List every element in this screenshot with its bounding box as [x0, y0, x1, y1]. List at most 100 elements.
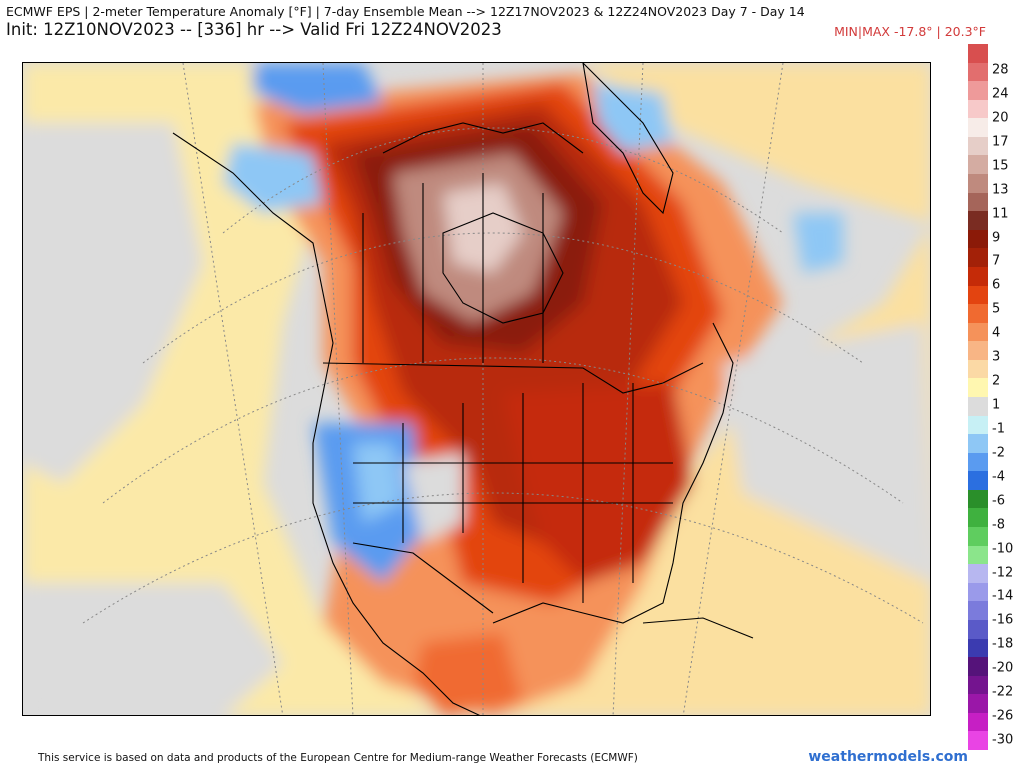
parallel-line — [222, 127, 784, 234]
parallel-line — [82, 492, 924, 624]
brand-link[interactable]: weathermodels.com — [808, 749, 968, 765]
color-swatch — [968, 545, 988, 565]
color-scale-label: 20 — [992, 110, 1009, 126]
north-america-coast — [172, 132, 481, 715]
color-scale-label: 28 — [992, 62, 1009, 78]
atlantic-neutral — [723, 323, 930, 583]
parallel-line — [142, 232, 864, 364]
color-swatch — [968, 266, 988, 286]
color-scale-label: 5 — [992, 301, 1001, 317]
alaska-cool — [223, 143, 323, 213]
meridian-line — [612, 63, 644, 715]
color-scale-label: 24 — [992, 86, 1009, 102]
greenland-cool — [593, 83, 673, 153]
color-swatch — [968, 489, 988, 509]
color-swatch — [968, 694, 988, 713]
color-swatch — [968, 174, 988, 193]
color-swatch — [968, 657, 988, 676]
province-lines — [362, 173, 544, 363]
color-scale-label: -10 — [992, 541, 1014, 557]
min-max-readout: MIN|MAX -17.8° | 20.3°F — [834, 24, 986, 39]
color-scale-label: -18 — [992, 636, 1014, 652]
meridian-line — [322, 63, 354, 715]
color-swatch — [968, 155, 988, 175]
color-scale-label: -14 — [992, 588, 1014, 604]
color-scale-label: -12 — [992, 565, 1014, 580]
color-scale-label: 1 — [992, 397, 1001, 413]
color-scale-labels: 28 24 20 17 15 13 11 9 7 6 5 4 3 2 1 -1 -2 -4 -6 -8 -10 -12 -1… — [988, 44, 1024, 750]
color-scale-label: -16 — [992, 612, 1014, 628]
cuba-outline — [642, 617, 754, 639]
color-scale-label: 4 — [992, 325, 1001, 341]
color-scale-label: -26 — [992, 708, 1014, 724]
great-basin-neutral — [403, 453, 463, 543]
meridian-line — [682, 63, 784, 715]
color-swatch — [968, 192, 988, 212]
color-scale-label: 2 — [992, 373, 1001, 389]
color-swatch — [968, 99, 988, 119]
color-swatch — [968, 527, 988, 546]
color-scale-label: 7 — [992, 253, 1001, 269]
color-swatch — [968, 601, 988, 620]
color-swatch — [968, 731, 988, 750]
color-swatch — [968, 508, 988, 528]
color-scale-label: 3 — [992, 349, 1001, 365]
color-swatch — [968, 81, 988, 100]
anomaly-shading — [23, 63, 930, 715]
bering-cool — [253, 63, 383, 113]
color-scale-label: -8 — [992, 517, 1005, 533]
north-atlantic-cool — [793, 213, 843, 273]
graticule — [82, 63, 924, 715]
mexico-warm — [413, 633, 523, 715]
color-swatch — [968, 229, 988, 249]
us-canada-border — [322, 362, 704, 394]
color-swatch — [968, 304, 988, 323]
color-swatch — [968, 434, 988, 453]
boundaries — [172, 63, 754, 715]
color-scale-label: 17 — [992, 134, 1009, 150]
color-swatch — [968, 44, 988, 63]
color-swatch — [968, 359, 988, 379]
color-swatch — [968, 118, 988, 137]
color-scale-label: -6 — [992, 493, 1005, 509]
color-scale-label: -22 — [992, 684, 1014, 700]
color-swatch — [968, 136, 988, 156]
pacific-neutral — [23, 123, 203, 483]
color-swatch — [968, 638, 988, 658]
anomaly-map — [22, 62, 931, 716]
color-swatch — [968, 564, 988, 583]
arctic-islands — [382, 122, 584, 154]
color-swatch — [968, 619, 988, 639]
us-mexico-border — [352, 542, 494, 614]
color-scale-label: -20 — [992, 660, 1014, 676]
color-scale-label: -1 — [992, 421, 1005, 437]
state-lines — [353, 383, 673, 603]
color-swatch — [968, 248, 988, 267]
color-swatch — [968, 582, 988, 602]
pacific-neutral-south — [23, 583, 283, 715]
color-swatch — [968, 396, 988, 416]
color-swatch — [968, 378, 988, 397]
color-swatch — [968, 675, 988, 695]
color-scale-label: 13 — [992, 182, 1009, 198]
color-swatch — [968, 452, 988, 472]
color-scale-bar — [968, 44, 988, 750]
color-scale-label: -30 — [992, 732, 1014, 748]
color-swatch — [968, 62, 988, 82]
color-swatch — [968, 322, 988, 342]
color-swatch — [968, 415, 988, 435]
color-scale-label: -2 — [992, 445, 1005, 461]
ecmwf-attribution: This service is based on data and produc… — [38, 752, 638, 764]
color-swatch — [968, 211, 988, 230]
color-scale-label: 11 — [992, 206, 1009, 222]
color-scale-label: 15 — [992, 158, 1009, 174]
color-scale-label: 9 — [992, 230, 1001, 245]
map-svg — [23, 63, 930, 715]
gulf-coast — [492, 322, 734, 624]
color-swatch — [968, 341, 988, 360]
greenland-outline — [582, 63, 674, 215]
meridian-line — [182, 63, 284, 715]
color-swatch — [968, 712, 988, 732]
color-scale-label: -4 — [992, 469, 1005, 485]
init-valid-subtitle: Init: 12Z10NOV2023 -- [336] hr --> Valid… — [6, 20, 502, 39]
